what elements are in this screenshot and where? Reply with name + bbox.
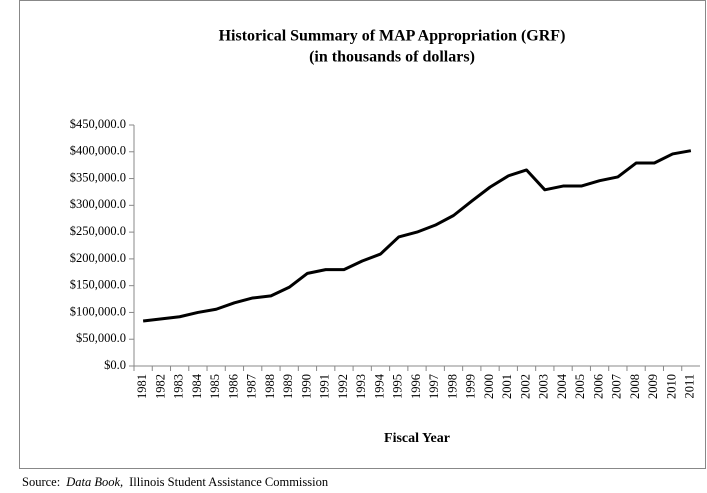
x-tick-label: 1981 bbox=[135, 374, 149, 399]
chart-subtitle: (in thousands of dollars) bbox=[309, 49, 475, 66]
y-tick-label: $100,000.0 bbox=[70, 304, 126, 318]
x-tick-label: 1997 bbox=[427, 374, 441, 399]
x-tick-label: 1986 bbox=[226, 374, 240, 399]
chart-title: Historical Summary of MAP Appropriation … bbox=[219, 28, 566, 45]
x-tick-label: 2006 bbox=[591, 374, 605, 399]
source-note: Source: Data Book, Illinois Student Assist… bbox=[22, 475, 329, 489]
x-tick-label: 1998 bbox=[445, 374, 459, 399]
x-tick-label: 1993 bbox=[354, 374, 368, 399]
x-tick-label: 1983 bbox=[172, 374, 186, 399]
y-tick-label: $250,000.0 bbox=[70, 224, 126, 238]
x-tick-label: 1999 bbox=[464, 374, 478, 399]
data-line bbox=[142, 149, 692, 323]
y-tick-label: $350,000.0 bbox=[70, 170, 126, 184]
y-tick-label: $450,000.0 bbox=[70, 117, 126, 131]
source-prefix: Source: bbox=[22, 475, 60, 489]
x-tick-label: 1994 bbox=[372, 373, 386, 399]
x-tick-label: 1987 bbox=[245, 374, 259, 399]
y-tick-label: $150,000.0 bbox=[70, 278, 126, 292]
x-tick-label: 2000 bbox=[482, 374, 496, 399]
y-tick-label: $300,000.0 bbox=[70, 197, 126, 211]
x-tick-label: 2002 bbox=[518, 374, 532, 399]
x-tick-label: 1992 bbox=[336, 374, 350, 399]
x-tick-label: 1996 bbox=[409, 374, 423, 399]
x-tick-label: 1995 bbox=[391, 374, 405, 399]
y-tick-label: $200,000.0 bbox=[70, 251, 126, 265]
x-tick-label: 1982 bbox=[153, 374, 167, 399]
x-tick-label: 1991 bbox=[318, 374, 332, 399]
x-tick-label: 2003 bbox=[537, 374, 551, 399]
y-tick-label: $50,000.0 bbox=[76, 331, 126, 345]
x-axis-title: Fiscal Year bbox=[384, 431, 450, 446]
x-tick-label: 2009 bbox=[646, 374, 660, 399]
chart-frame bbox=[19, 0, 706, 469]
y-tick-label: $400,000.0 bbox=[70, 144, 126, 158]
x-tick-label: 2004 bbox=[555, 373, 569, 399]
x-tick-label: 2011 bbox=[683, 374, 697, 399]
x-tick-label: 1988 bbox=[263, 374, 277, 399]
x-tick-label: 1984 bbox=[190, 373, 204, 399]
x-tick-label: 2008 bbox=[628, 374, 642, 399]
x-tick-label: 2010 bbox=[664, 374, 678, 399]
source-suffix: Illinois Student Assistance Commission bbox=[129, 475, 329, 489]
x-tick-label: 2005 bbox=[573, 374, 587, 399]
source-italic: Data Book, bbox=[65, 475, 123, 489]
x-tick-label: 1989 bbox=[281, 374, 295, 399]
x-tick-label: 1985 bbox=[208, 374, 222, 399]
x-tick-label: 1990 bbox=[299, 374, 313, 399]
x-tick-label: 2001 bbox=[500, 374, 514, 399]
x-tick-label: 2007 bbox=[610, 374, 624, 399]
y-tick-label: $0.0 bbox=[104, 358, 126, 372]
